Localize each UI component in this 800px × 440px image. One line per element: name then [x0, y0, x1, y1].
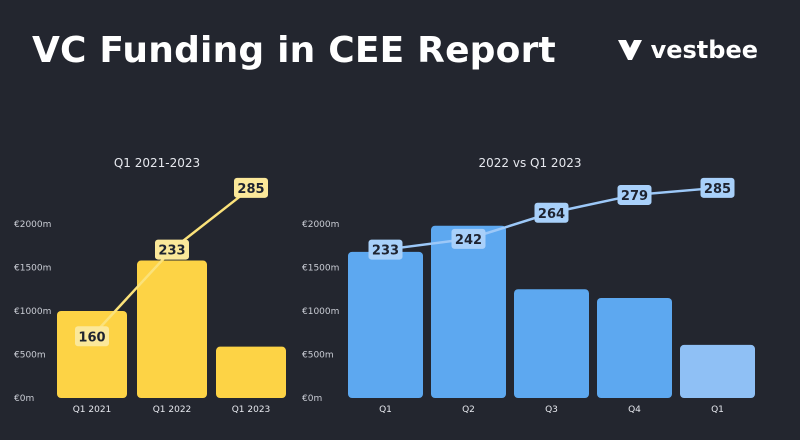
x-tick-label: Q1 2022 — [153, 405, 192, 415]
data-label-box — [451, 228, 486, 249]
data-label-text: 233 — [158, 244, 185, 259]
data-label: 233 — [155, 239, 189, 260]
y-tick-label: €0m — [302, 394, 322, 404]
data-label: 242 — [451, 228, 486, 249]
y-tick-label: €1500m — [14, 264, 51, 274]
data-label-box — [234, 177, 268, 198]
data-label: 233 — [368, 239, 403, 260]
data-label-box — [617, 184, 652, 205]
data-label-box — [75, 326, 109, 347]
data-label-text: 242 — [455, 233, 482, 248]
y-tick-label: €1000m — [302, 307, 339, 317]
data-label: 285 — [234, 177, 268, 198]
x-tick-label: Q1 — [711, 405, 724, 415]
y-tick-label: €2000m — [14, 220, 51, 230]
data-label: 285 — [700, 177, 735, 198]
chart-2022-vs-q1-2023: 2022 vs Q1 2023 €0m €500m €1000m €1500m €2000… — [302, 156, 755, 415]
chart-q1-2021-2023: Q1 2021-2023 €0m €500m €1000m €1500m €2000m Q1… — [14, 156, 286, 415]
data-label-text: 285 — [237, 182, 264, 197]
x-tick-label: Q1 2021 — [73, 405, 112, 415]
vestbee-logo-icon — [617, 40, 642, 60]
data-label-text: 279 — [621, 189, 648, 204]
data-label: 264 — [534, 202, 569, 223]
y-tick-label: €1500m — [302, 264, 339, 274]
x-tick-label: Q3 — [545, 405, 558, 415]
data-label: 160 — [75, 326, 109, 347]
y-tick-label: €0m — [14, 394, 34, 404]
data-label: 279 — [617, 184, 652, 205]
y-tick-label: €1000m — [14, 307, 51, 317]
bar — [216, 346, 286, 398]
data-label-box — [534, 202, 569, 223]
data-label-box — [155, 239, 189, 260]
y-tick-label: €500m — [14, 351, 46, 361]
data-label-box — [368, 239, 403, 260]
y-tick-label: €500m — [302, 351, 334, 361]
data-label-text: 160 — [78, 330, 105, 345]
x-tick-label: Q4 — [628, 405, 641, 415]
bar — [431, 225, 506, 398]
data-label-text: 233 — [372, 244, 399, 259]
y-tick-label: €2000m — [302, 220, 339, 230]
data-label-box — [700, 177, 735, 198]
x-tick-label: Q1 — [379, 405, 392, 415]
data-label-text: 285 — [704, 182, 731, 197]
bar — [348, 251, 423, 398]
x-tick-label: Q1 2023 — [232, 405, 271, 415]
page-title: VC Funding in CEE Report — [32, 30, 556, 71]
bar — [597, 297, 672, 398]
chart-title: Q1 2021-2023 — [114, 156, 200, 170]
x-tick-label: Q2 — [462, 405, 475, 415]
chart-title: 2022 vs Q1 2023 — [479, 156, 582, 170]
bar — [137, 260, 207, 398]
bar — [680, 344, 755, 398]
data-label-text: 264 — [538, 207, 565, 222]
bar — [57, 311, 127, 398]
logo-text: vestbee — [650, 36, 758, 64]
vestbee-logo: vestbee — [617, 36, 758, 64]
bar — [514, 289, 589, 398]
